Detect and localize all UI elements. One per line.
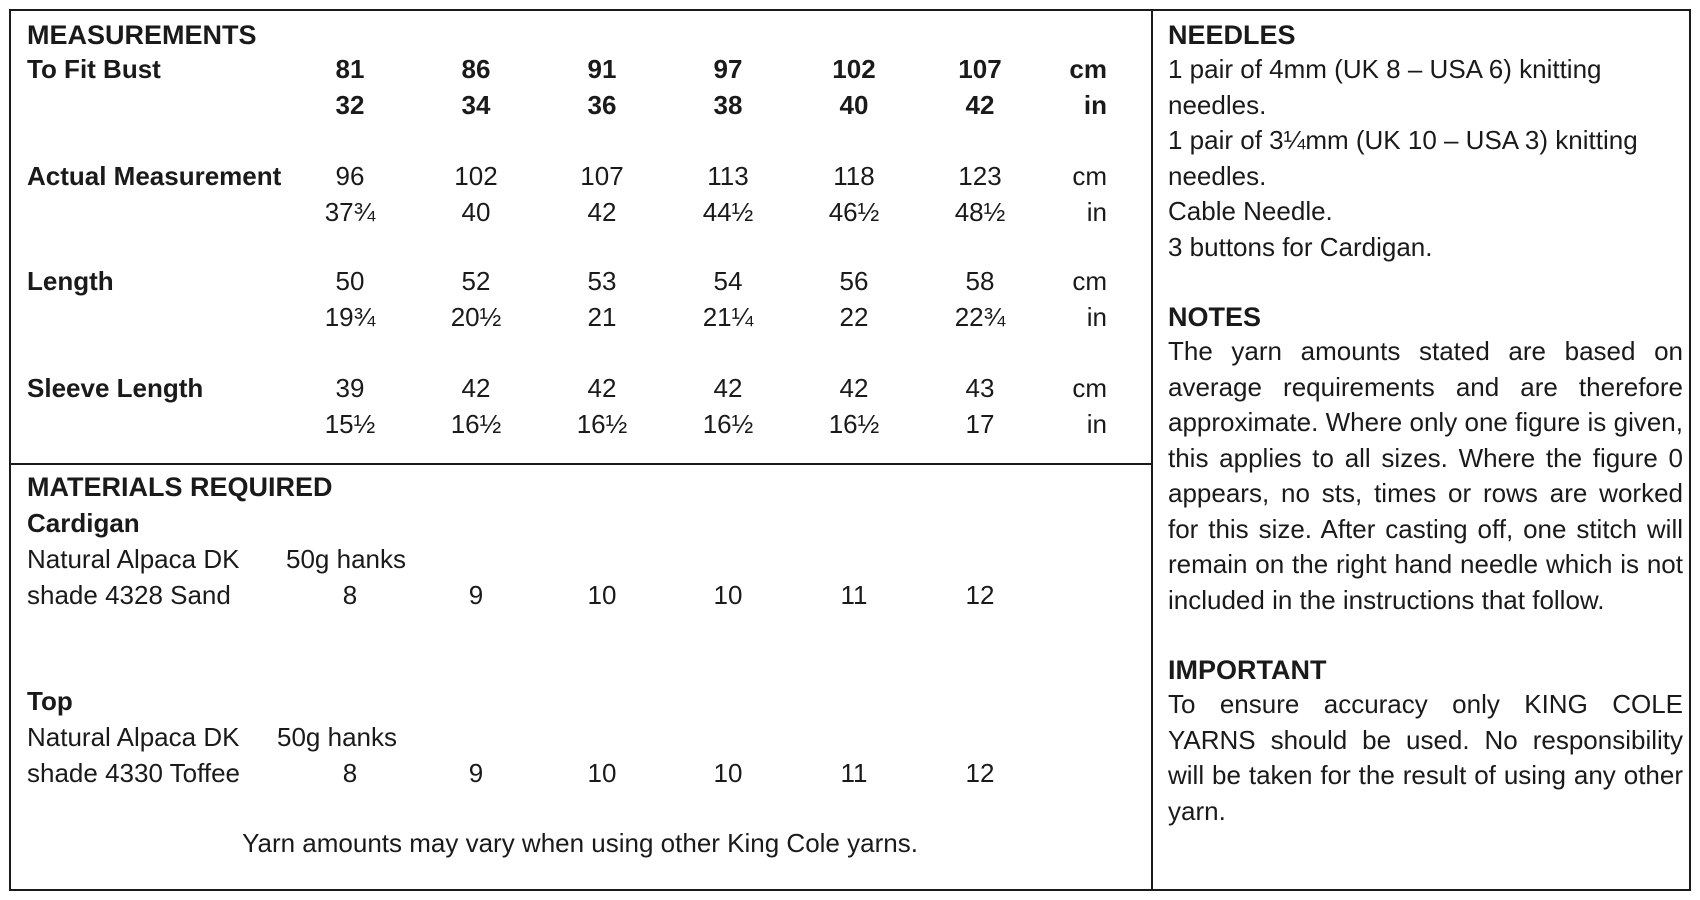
measurement-in-value: 36 <box>587 90 617 120</box>
measurement-cm-value: 43 <box>965 373 995 403</box>
column-divider <box>1151 9 1153 891</box>
measurement-in-value: 40 <box>839 90 869 120</box>
needles-line: 3 buttons for Cardigan. <box>1168 231 1433 262</box>
measurement-in-value: 22¾ <box>954 302 1006 332</box>
measurement-in-value: 37¾ <box>324 197 376 227</box>
unit-in-label: in <box>1086 197 1107 227</box>
cardigan-amount: 8 <box>342 580 358 610</box>
cardigan-unit: 50g hanks <box>286 544 406 574</box>
measurement-cm-value: 123 <box>958 161 1002 191</box>
measurement-in-value: 40 <box>461 197 491 227</box>
measurement-in-value: 42 <box>587 197 617 227</box>
measurement-cm-value: 56 <box>839 266 869 296</box>
top-yarn: Natural Alpaca DK <box>27 722 240 752</box>
cardigan-shade: shade 4328 Sand <box>27 580 231 610</box>
measurement-label: To Fit Bust <box>27 54 161 84</box>
measurement-in-value: 20½ <box>450 302 502 332</box>
top-shade: shade 4330 Toffee <box>27 758 241 788</box>
unit-in-label: in <box>1086 302 1107 332</box>
unit-in-label: in <box>1086 409 1107 439</box>
unit-in-label: in <box>1083 90 1107 120</box>
measurement-cm-value: 102 <box>454 161 498 191</box>
cardigan-amount: 11 <box>840 580 868 610</box>
unit-cm-label: cm <box>1072 161 1107 191</box>
cardigan-yarn: Natural Alpaca DK <box>27 544 240 574</box>
needles-title: NEEDLES <box>1168 20 1296 50</box>
measurement-in-value: 44½ <box>702 197 754 227</box>
top-unit: 50g hanks <box>277 722 397 752</box>
measurement-cm-value: 113 <box>707 161 749 191</box>
cardigan-amount: 12 <box>965 580 995 610</box>
cardigan-heading: Cardigan <box>27 508 140 538</box>
needles-line: needles. <box>1168 160 1267 191</box>
needles-line: 1 pair of 4mm (UK 8 – USA 6) knitting <box>1168 54 1602 84</box>
measurement-in-value: 16½ <box>702 409 754 439</box>
cardigan-amount: 9 <box>468 580 484 610</box>
measurement-in-value: 21 <box>587 302 617 332</box>
measurement-cm-value: 53 <box>587 266 617 296</box>
measurement-cm-value: 42 <box>461 373 491 403</box>
notes-title: NOTES <box>1168 302 1262 332</box>
measurement-label: Sleeve Length <box>27 373 204 403</box>
measurement-in-value: 21¼ <box>702 302 754 332</box>
measurement-in-value: 42 <box>965 90 995 120</box>
top-amount: 10 <box>713 758 743 788</box>
measurement-cm-value: 52 <box>461 266 491 296</box>
cardigan-amount: 10 <box>587 580 617 610</box>
measurement-cm-value: 54 <box>713 266 743 296</box>
measurement-in-value: 17 <box>965 409 995 439</box>
measurement-cm-value: 96 <box>335 161 365 191</box>
measurement-in-value: 38 <box>713 90 743 120</box>
cardigan-amount: 10 <box>713 580 743 610</box>
measurement-cm-value: 50 <box>335 266 365 296</box>
measurement-in-value: 16½ <box>828 409 880 439</box>
page-frame <box>9 9 1691 891</box>
measurement-cm-value: 42 <box>587 373 617 403</box>
notes-text: The yarn amounts stated are based on ave… <box>1168 336 1683 615</box>
yarn-footnote: Yarn amounts may vary when using other K… <box>242 828 918 858</box>
measurement-cm-value: 107 <box>958 54 1002 84</box>
right-column: NEEDLES 1 pair of 4mm (UK 8 – USA 6) kni… <box>1168 18 1683 829</box>
measurement-cm-value: 91 <box>587 54 617 84</box>
measurement-in-value: 34 <box>461 90 491 120</box>
top-heading: Top <box>27 686 73 716</box>
measurement-cm-value: 42 <box>713 373 743 403</box>
measurement-cm-value: 102 <box>832 54 876 84</box>
needles-line: 1 pair of 3¼mm (UK 10 – USA 3) knitting <box>1168 125 1638 155</box>
important-title: IMPORTANT <box>1168 655 1327 685</box>
measurement-in-value: 46½ <box>828 197 880 227</box>
section-divider <box>9 463 1152 465</box>
unit-cm-label: cm <box>1069 54 1107 84</box>
measurement-cm-value: 81 <box>335 54 365 84</box>
measurement-in-value: 48½ <box>954 197 1006 227</box>
measurement-cm-value: 97 <box>713 54 743 84</box>
measurement-in-value: 32 <box>335 90 365 120</box>
unit-cm-label: cm <box>1072 266 1107 296</box>
measurement-cm-value: 86 <box>461 54 491 84</box>
measurement-in-value: 15½ <box>324 409 376 439</box>
measurement-cm-value: 118 <box>833 161 875 191</box>
measurement-cm-value: 107 <box>580 161 624 191</box>
top-amount: 9 <box>468 758 484 788</box>
measurements-title: MEASUREMENTS <box>27 20 257 50</box>
top-amount: 12 <box>965 758 995 788</box>
important-text: To ensure accuracy only KING COLE YARNS … <box>1168 689 1683 826</box>
measurement-cm-value: 42 <box>839 373 869 403</box>
measurement-in-value: 16½ <box>450 409 502 439</box>
top-amount: 10 <box>587 758 617 788</box>
measurement-in-value: 19¾ <box>324 302 376 332</box>
measurement-label: Actual Measurement <box>27 161 282 191</box>
needles-line: Cable Needle. <box>1168 196 1333 226</box>
needles-line: needles. <box>1168 89 1267 120</box>
unit-cm-label: cm <box>1072 373 1107 403</box>
measurement-cm-value: 58 <box>965 266 995 296</box>
measurement-in-value: 16½ <box>576 409 628 439</box>
measurement-in-value: 22 <box>839 302 869 332</box>
measurement-label: Length <box>27 266 114 296</box>
top-amount: 11 <box>840 758 868 788</box>
top-amount: 8 <box>342 758 358 788</box>
materials-title: MATERIALS REQUIRED <box>27 472 333 502</box>
measurement-cm-value: 39 <box>335 373 365 403</box>
